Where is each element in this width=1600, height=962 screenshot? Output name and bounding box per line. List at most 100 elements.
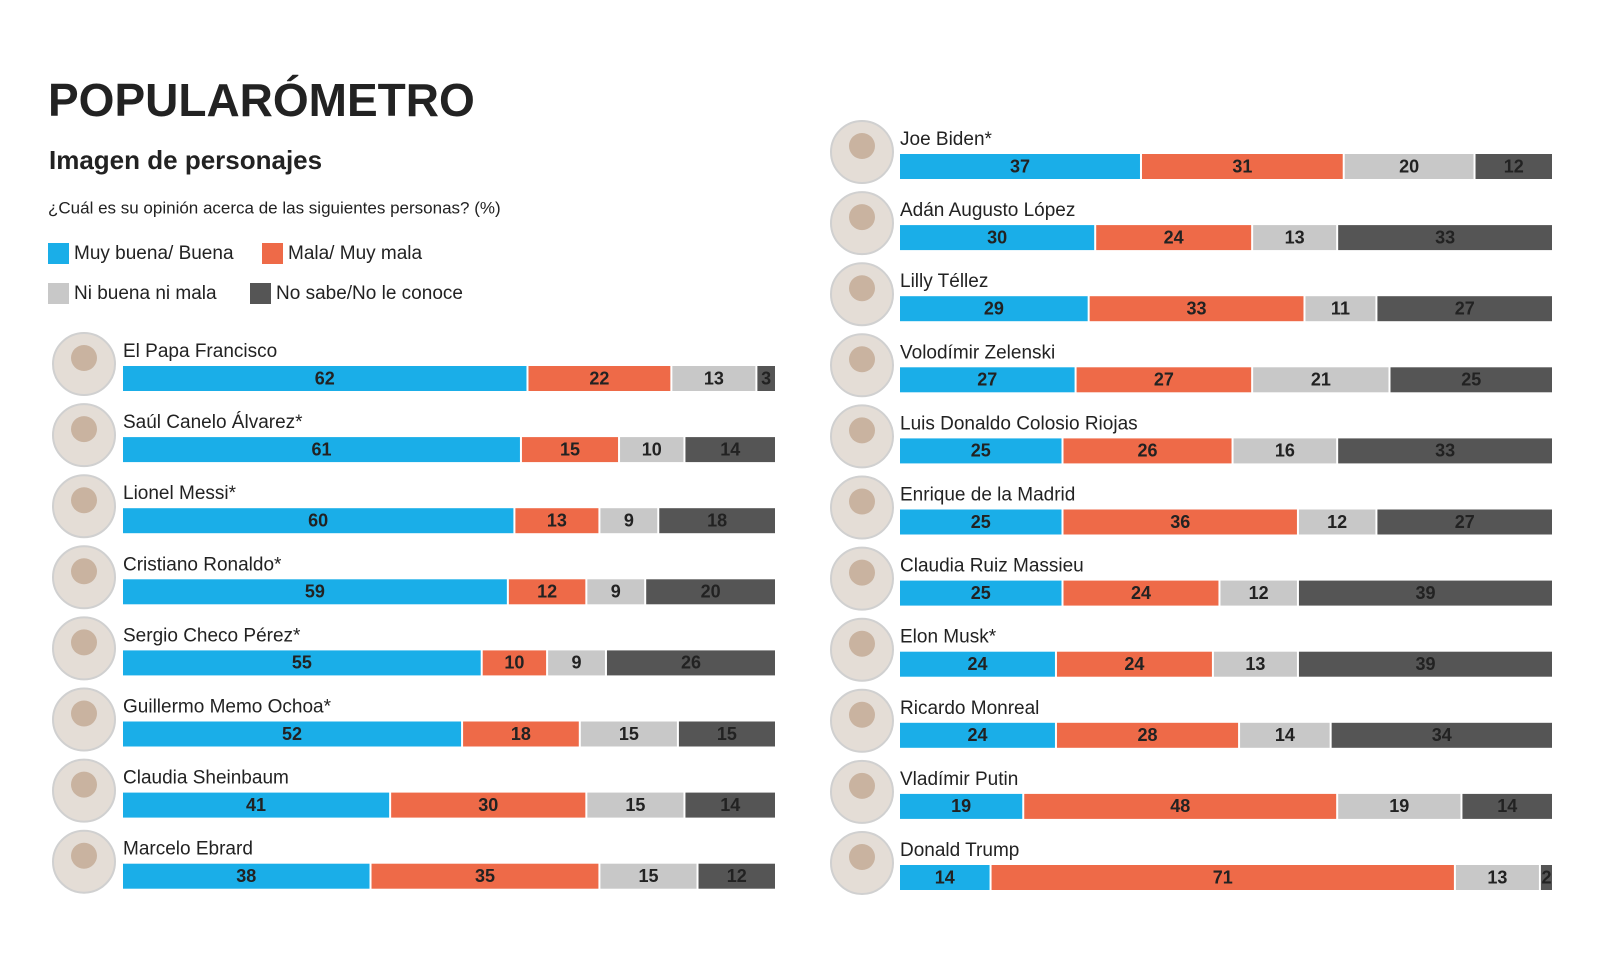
bar-segment [580, 721, 677, 747]
value-label: 15 [717, 724, 737, 744]
value-label: 48 [1170, 796, 1190, 816]
bar-segment [123, 508, 514, 534]
avatar-head [849, 417, 875, 444]
bar-segment [1233, 438, 1337, 464]
value-label: 12 [1249, 583, 1269, 603]
value-label: 13 [1285, 227, 1305, 247]
bar-segment [123, 721, 462, 747]
bar-segment [1056, 651, 1212, 677]
person-name: Elon Musk* [900, 627, 997, 648]
bar-segment [123, 437, 520, 463]
bar-segment [1390, 367, 1552, 393]
bar-segment [1305, 296, 1376, 322]
legend-label: Muy buena/ Buena [74, 243, 234, 264]
bar-segment [1141, 154, 1343, 179]
bar-segment [678, 721, 775, 747]
person-name: Claudia Sheinbaum [123, 768, 289, 789]
bar-segment [606, 650, 775, 676]
bar-segment [1089, 296, 1304, 322]
bar-segment [900, 580, 1062, 606]
value-label: 31 [1232, 156, 1252, 176]
value-label: 25 [971, 512, 991, 532]
avatar-head [71, 842, 97, 869]
bar-segment [659, 508, 775, 534]
value-label: 30 [478, 795, 498, 815]
value-label: 59 [305, 582, 325, 602]
person-name: Sergio Checo Pérez* [123, 625, 301, 646]
bar-segment [1213, 651, 1297, 677]
bar-segment [482, 650, 547, 676]
bar-segment [1338, 225, 1552, 251]
person-name: Lionel Messi* [123, 483, 237, 504]
avatar-head [849, 275, 875, 302]
bar-segment [900, 154, 1140, 179]
bar-segment [1063, 580, 1219, 606]
bar-segment [123, 792, 390, 818]
question: ¿Cuál es su opinión acerca de las siguie… [48, 198, 501, 217]
bar-segment [515, 508, 599, 534]
value-label: 15 [619, 724, 639, 744]
bar-segment [698, 863, 775, 889]
chart-title: POPULARÓMETRO [48, 74, 475, 126]
bar-segment [1338, 438, 1552, 464]
value-label: 3 [761, 368, 771, 388]
value-label: 14 [1497, 796, 1517, 816]
bar-segment [548, 650, 605, 676]
value-label: 12 [1504, 156, 1524, 176]
value-label: 9 [572, 653, 582, 673]
bar-segment [123, 366, 527, 391]
legend-label: Mala/ Muy mala [288, 243, 423, 264]
value-label: 14 [720, 795, 740, 815]
avatar-head [71, 700, 97, 727]
value-label: 21 [1311, 370, 1331, 390]
value-label: 14 [935, 867, 955, 887]
bar-segment [1240, 722, 1330, 748]
legend-swatch [250, 283, 271, 304]
value-label: 34 [1432, 725, 1452, 745]
value-label: 28 [1138, 725, 1158, 745]
value-label: 29 [984, 298, 1004, 318]
value-label: 25 [971, 441, 991, 461]
value-label: 15 [638, 866, 658, 886]
bar-segment [900, 509, 1062, 535]
avatar-head [849, 133, 875, 159]
value-label: 30 [987, 227, 1007, 247]
bar-segment [900, 296, 1088, 322]
value-label: 10 [642, 439, 662, 459]
value-label: 33 [1187, 298, 1207, 318]
person-name: Luis Donaldo Colosio Riojas [900, 413, 1138, 434]
bar-segment [1220, 580, 1297, 606]
person-name: Claudia Ruiz Massieu [900, 556, 1084, 577]
bar-segment [620, 437, 684, 463]
avatar-head [849, 844, 875, 870]
avatar-head [71, 487, 97, 514]
value-label: 24 [967, 654, 987, 674]
person-name: Volodímir Zelenski [900, 342, 1055, 363]
avatar-head [71, 771, 97, 798]
avatar-head [849, 488, 875, 515]
bar-segment [1076, 367, 1252, 393]
bar-segment [672, 366, 756, 391]
bar-segment [521, 437, 619, 463]
bar-segment [1298, 509, 1376, 535]
value-label: 10 [504, 653, 524, 673]
bar-segment [1063, 509, 1297, 535]
value-label: 19 [1389, 796, 1409, 816]
value-label: 71 [1213, 867, 1233, 887]
value-label: 20 [701, 582, 721, 602]
value-label: 12 [727, 866, 747, 886]
bar-segment [646, 579, 775, 605]
bar-segment [900, 225, 1095, 251]
value-label: 13 [1245, 654, 1265, 674]
bar-segment [1063, 438, 1232, 464]
bar-segment [600, 863, 697, 889]
value-label: 16 [1275, 441, 1295, 461]
bar-segment [685, 792, 775, 818]
value-label: 39 [1415, 654, 1435, 674]
bar-segment [900, 865, 990, 890]
value-label: 13 [704, 368, 724, 388]
person-name: Donald Trump [900, 840, 1019, 861]
bar-segment [685, 437, 775, 463]
value-label: 38 [236, 866, 256, 886]
